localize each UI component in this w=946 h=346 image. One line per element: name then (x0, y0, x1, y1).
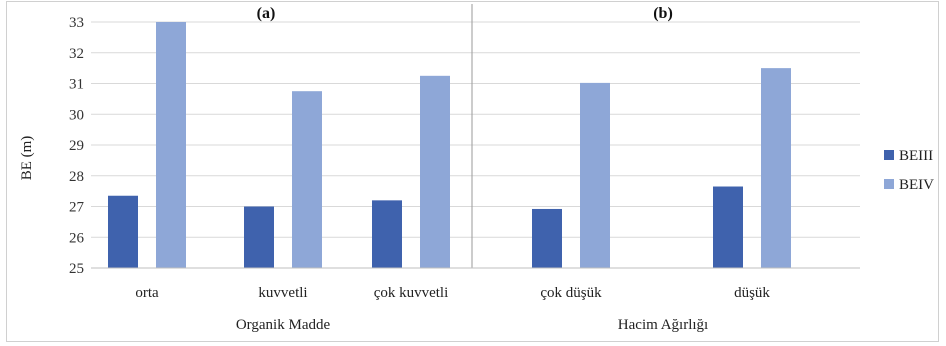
y-tick-label: 33 (69, 15, 84, 31)
bar-beiii (532, 208, 562, 268)
bar-beiv (156, 22, 186, 268)
group-label-hacim-agirligi: Hacim Ağırlığı (618, 317, 708, 333)
legend-swatch-beiv (884, 179, 894, 189)
category-label: kuvvetli (258, 285, 307, 301)
y-tick-label: 32 (69, 46, 84, 62)
category-labels: orta kuvvetli çok kuvvetli çok düşük düşük (135, 285, 770, 301)
bar-beiii (244, 206, 274, 268)
bar-beiv (420, 75, 450, 268)
y-tick-label: 30 (69, 107, 84, 123)
y-tick-label: 25 (69, 261, 84, 277)
category-label: çok düşük (540, 285, 602, 301)
y-tick-label: 26 (69, 230, 85, 246)
panel-label-a: (a) (257, 5, 276, 22)
group-label-organik-madde: Organik Madde (236, 317, 331, 333)
bar-beiii (713, 186, 743, 268)
category-label: çok kuvvetli (374, 285, 449, 301)
gridlines (91, 21, 860, 238)
bar-beiv (580, 82, 610, 268)
legend: BEIII BEIV (884, 148, 934, 193)
category-label: düşük (734, 285, 770, 301)
y-tick-label: 27 (69, 200, 85, 216)
y-tick-label: 28 (69, 169, 84, 185)
bar-beiii (108, 195, 138, 268)
y-tick-label: 31 (69, 77, 84, 93)
bar-beiii (372, 200, 402, 268)
bar-beiv (761, 68, 791, 268)
y-axis-ticks: 25 26 27 28 29 30 31 32 33 (69, 15, 85, 277)
panel-label-b: (b) (653, 5, 673, 22)
legend-label-beiv: BEIV (899, 177, 934, 193)
y-tick-label: 29 (69, 138, 84, 154)
bars (108, 22, 791, 268)
legend-label-beiii: BEIII (899, 148, 933, 164)
y-axis-label: BE (m) (19, 136, 35, 181)
legend-swatch-beiii (884, 150, 894, 160)
category-label: orta (135, 285, 159, 301)
bar-beiv (292, 91, 322, 268)
